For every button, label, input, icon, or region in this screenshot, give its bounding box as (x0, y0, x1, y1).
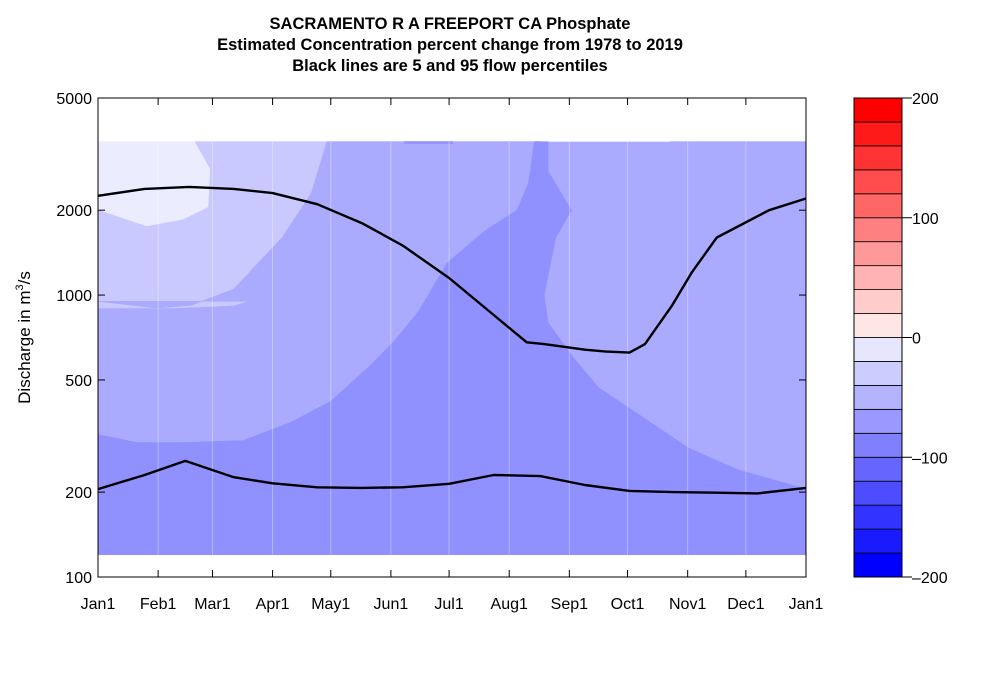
grid-group (157, 141, 747, 555)
x-tick-label: Apr1 (256, 596, 290, 613)
x-tick-label: Oct1 (611, 596, 645, 613)
colorbar-swatch (853, 504, 903, 530)
colorbar-swatch (853, 289, 903, 314)
plot-frame (97, 97, 807, 578)
colorbar-swatch (853, 217, 903, 243)
chart-titles: SACRAMENTO R A FREEPORT CA Phosphate Est… (0, 14, 900, 77)
x-tick-label: Feb1 (140, 596, 177, 613)
colorbar-swatch (853, 145, 903, 171)
colorbar-swatch (853, 480, 903, 506)
y-tick-label: 100 (65, 570, 92, 587)
colorbar-tick-label: –100 (912, 450, 948, 467)
colorbar: 200 100 0 –100 –200 (853, 91, 948, 587)
x-tick-label: Jan1 (789, 596, 824, 613)
colorbar-swatch (853, 456, 903, 482)
y-axis-label-prefix: Discharge in m (15, 290, 34, 403)
colorbar-swatch (853, 408, 903, 434)
contour-region-band-minus-80-60 (97, 141, 807, 556)
x-tick-label: Sep1 (551, 596, 588, 613)
contour-region-sliver-top (404, 141, 454, 144)
x-tick-label: Aug1 (491, 596, 528, 613)
colorbar-tick-label: 0 (912, 331, 921, 348)
colorbar-swatch (853, 552, 903, 578)
x-tick-label: Mar1 (194, 596, 231, 613)
contour-fill-group (97, 141, 807, 556)
y-axis-label-suffix: /s (15, 271, 34, 284)
colorbar-swatch (853, 121, 903, 147)
colorbar-swatch (853, 337, 903, 362)
colorbar-tick-label: –200 (912, 570, 948, 587)
flow-percentile-line-1 (97, 185, 807, 354)
x-tick-label: Jul1 (434, 596, 463, 613)
x-tick-label: Jan1 (81, 596, 116, 613)
colorbar-swatch (853, 241, 903, 267)
colorbar-swatch (853, 169, 903, 195)
chart-title-line-2: Estimated Concentration percent change f… (217, 36, 683, 54)
y-tick-label: 500 (65, 373, 92, 390)
colorbar-swatch (853, 384, 903, 410)
x-tick-label: Jun1 (374, 596, 409, 613)
x-tick-label: Nov1 (669, 596, 706, 613)
colorbar-swatch (853, 97, 903, 123)
axis-ticks-group: 100 200 500 1000 2000 5000 Jan1 Feb1 Mar1 Apr1 May… (56, 91, 823, 613)
colorbar-tick-label: 100 (912, 211, 939, 228)
colorbar-swatch (853, 361, 903, 386)
y-axis-label-superscript: 3 (14, 284, 26, 290)
colorbar-swatch (853, 528, 903, 554)
x-tick-label: May1 (311, 596, 350, 613)
colorbar-tick-label: 200 (912, 91, 939, 108)
y-tick-label: 1000 (56, 288, 92, 305)
y-tick-label: 200 (65, 485, 92, 502)
colorbar-swatch (853, 193, 903, 219)
y-axis-label: Discharge in m3/s (14, 271, 34, 404)
chart-title-line-1: SACRAMENTO R A FREEPORT CA Phosphate (269, 15, 631, 33)
y-tick-label: 2000 (56, 203, 92, 220)
colorbar-swatch (853, 265, 903, 290)
y-tick-label: 5000 (56, 91, 92, 108)
x-tick-label: Dec1 (727, 596, 764, 613)
colorbar-swatch (853, 313, 903, 338)
colorbar-swatch (853, 432, 903, 458)
flow-percentile-lines (97, 185, 807, 495)
flow-percentile-line-2 (97, 459, 807, 495)
chart-title-line-3: Black lines are 5 and 95 flow percentile… (292, 57, 608, 75)
